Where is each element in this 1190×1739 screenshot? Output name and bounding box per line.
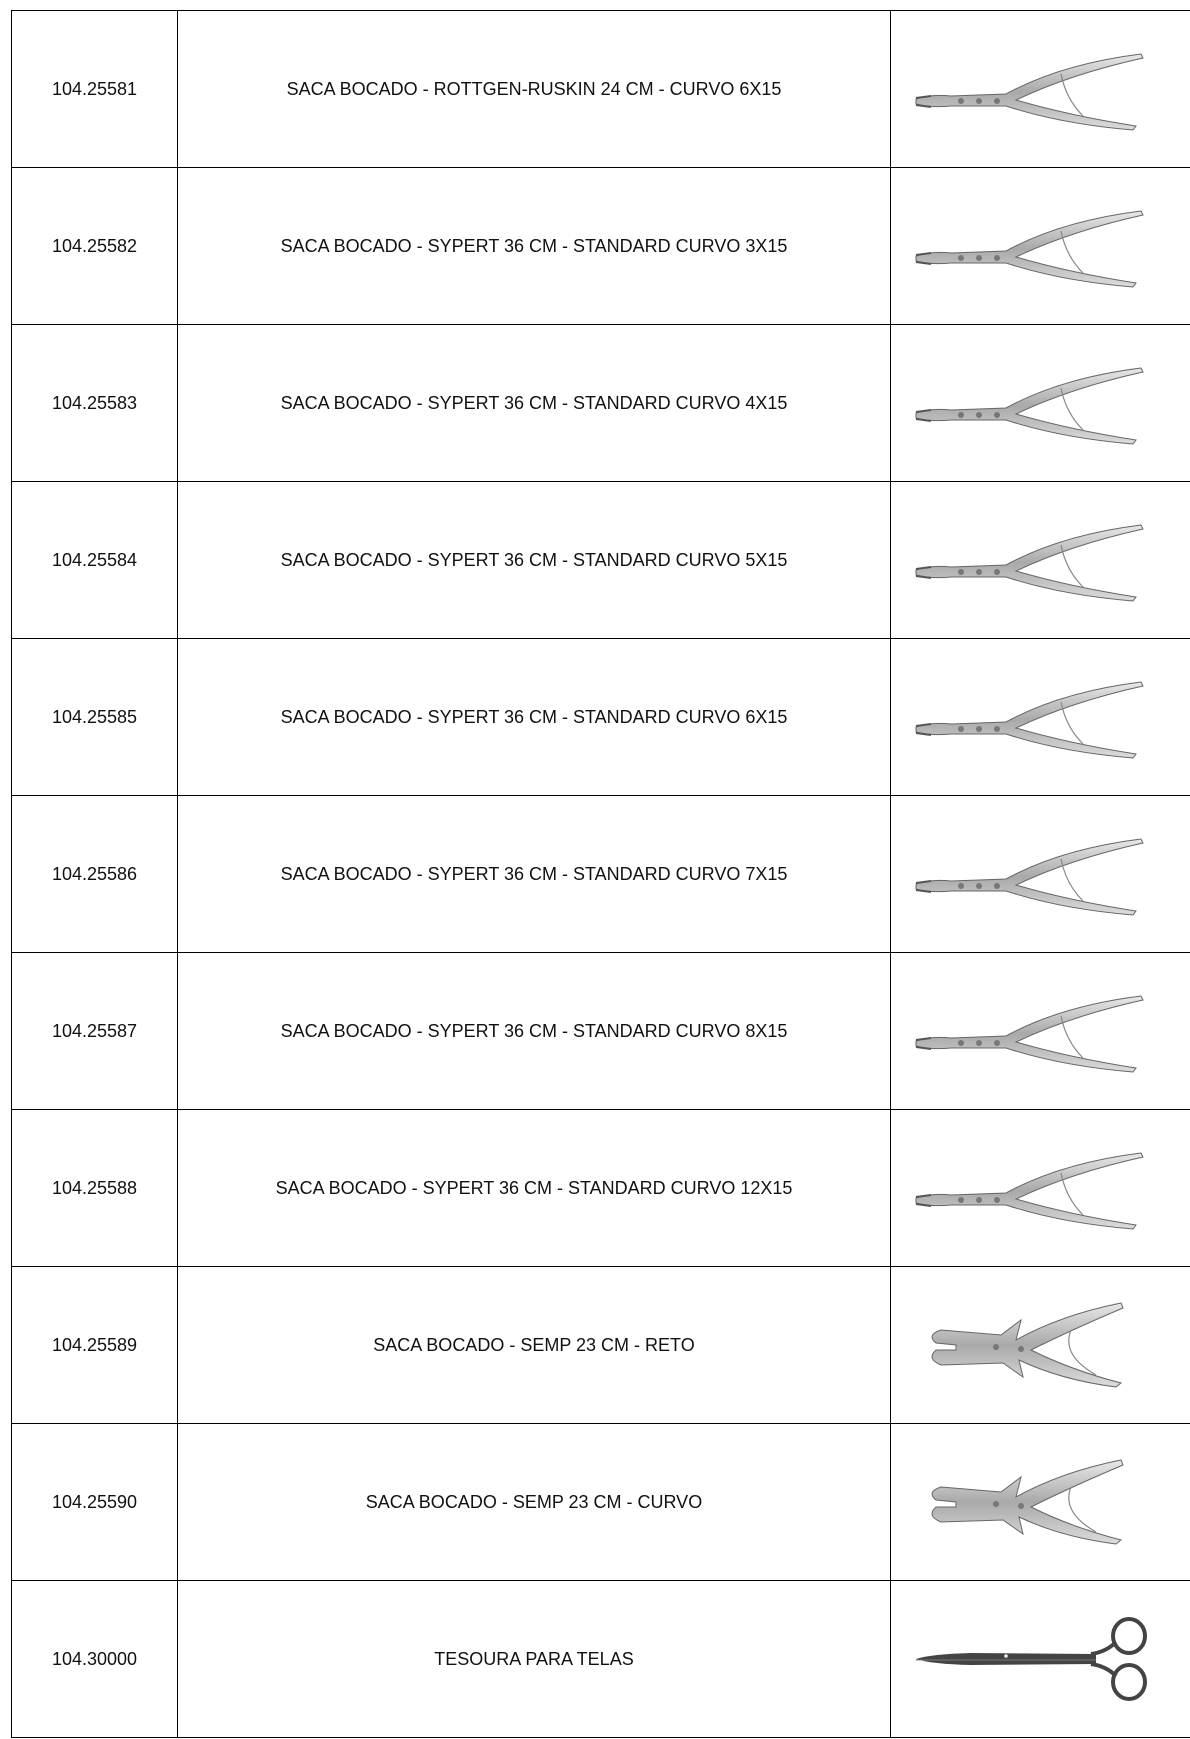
product-image-cell [890,638,1190,796]
instrument-drawing [914,680,1145,760]
table-row: 104.25584 SACA BOCADO - SYPERT 36 CM - ST… [11,481,1190,639]
instrument-drawing [914,1151,1145,1231]
product-code: 104.25584 [11,481,178,639]
product-image [914,209,1145,289]
instrument-drawing [931,1302,1124,1388]
product-table: 104.25581 SACA BOCADO - ROTTGEN-RUSKIN 24… [11,10,1190,1738]
table-row: 104.25582 SACA BOCADO - SYPERT 36 CM - ST… [11,167,1190,325]
product-image-cell [890,795,1190,953]
product-description: SACA BOCADO - SEMP 23 CM - RETO [177,1266,891,1424]
product-image [931,1302,1124,1388]
product-image-cell [890,167,1190,325]
table-row: 104.25587 SACA BOCADO - SYPERT 36 CM - ST… [11,952,1190,1110]
table-row: 104.25585 SACA BOCADO - SYPERT 36 CM - ST… [11,638,1190,796]
product-image-cell [890,1580,1190,1738]
product-image-cell [890,1423,1190,1581]
product-image-cell [890,1109,1190,1267]
product-code: 104.25588 [11,1109,178,1267]
product-code: 104.25585 [11,638,178,796]
product-code: 104.25586 [11,795,178,953]
product-image [914,994,1145,1074]
product-image-cell [890,952,1190,1110]
product-image-cell [890,481,1190,639]
table-body: 104.25581 SACA BOCADO - ROTTGEN-RUSKIN 24… [11,10,1190,1738]
product-code: 104.25590 [11,1423,178,1581]
table-row: 104.25589 SACA BOCADO - SEMP 23 CM - RETO [11,1266,1190,1424]
product-description: SACA BOCADO - ROTTGEN-RUSKIN 24 CM - CUR… [177,10,891,168]
table-row: 104.25588 SACA BOCADO - SYPERT 36 CM - ST… [11,1109,1190,1267]
table-row: 104.25583 SACA BOCADO - SYPERT 36 CM - ST… [11,324,1190,482]
product-description: SACA BOCADO - SYPERT 36 CM - STANDARD CU… [177,324,891,482]
table-row: 104.30000 TESOURA PARA TELAS [11,1580,1190,1738]
table-row: 104.25586 SACA BOCADO - SYPERT 36 CM - ST… [11,795,1190,953]
instrument-drawing [914,994,1145,1074]
instrument-drawing [914,366,1145,446]
instrument-drawing [914,52,1145,132]
product-image [914,52,1145,132]
product-code: 104.25583 [11,324,178,482]
product-description: SACA BOCADO - SYPERT 36 CM - STANDARD CU… [177,481,891,639]
product-image-cell [890,1266,1190,1424]
product-description: SACA BOCADO - SYPERT 36 CM - STANDARD CU… [177,638,891,796]
product-code: 104.25581 [11,10,178,168]
product-code: 104.25587 [11,952,178,1110]
instrument-drawing [914,837,1145,917]
table-row: 104.25581 SACA BOCADO - ROTTGEN-RUSKIN 24… [11,10,1190,168]
product-description: SACA BOCADO - SYPERT 36 CM - STANDARD CU… [177,1109,891,1267]
product-image [914,523,1145,603]
product-description: SACA BOCADO - SYPERT 36 CM - STANDARD CU… [177,952,891,1110]
instrument-drawing [914,523,1145,603]
product-code: 104.30000 [11,1580,178,1738]
instrument-drawing [914,209,1145,289]
product-code: 104.25589 [11,1266,178,1424]
product-description: SACA BOCADO - SEMP 23 CM - CURVO [177,1423,891,1581]
product-image [911,1609,1151,1709]
instrument-drawing [916,1619,1145,1699]
product-image [914,1151,1145,1231]
product-image [931,1459,1124,1545]
product-image [914,680,1145,760]
product-description: SACA BOCADO - SYPERT 36 CM - STANDARD CU… [177,795,891,953]
instrument-drawing [931,1459,1124,1545]
product-description: TESOURA PARA TELAS [177,1580,891,1738]
product-image-cell [890,10,1190,168]
product-description: SACA BOCADO - SYPERT 36 CM - STANDARD CU… [177,167,891,325]
product-image-cell [890,324,1190,482]
product-image [914,837,1145,917]
table-row: 104.25590 SACA BOCADO - SEMP 23 CM - CURV… [11,1423,1190,1581]
product-code: 104.25582 [11,167,178,325]
product-image [914,366,1145,446]
